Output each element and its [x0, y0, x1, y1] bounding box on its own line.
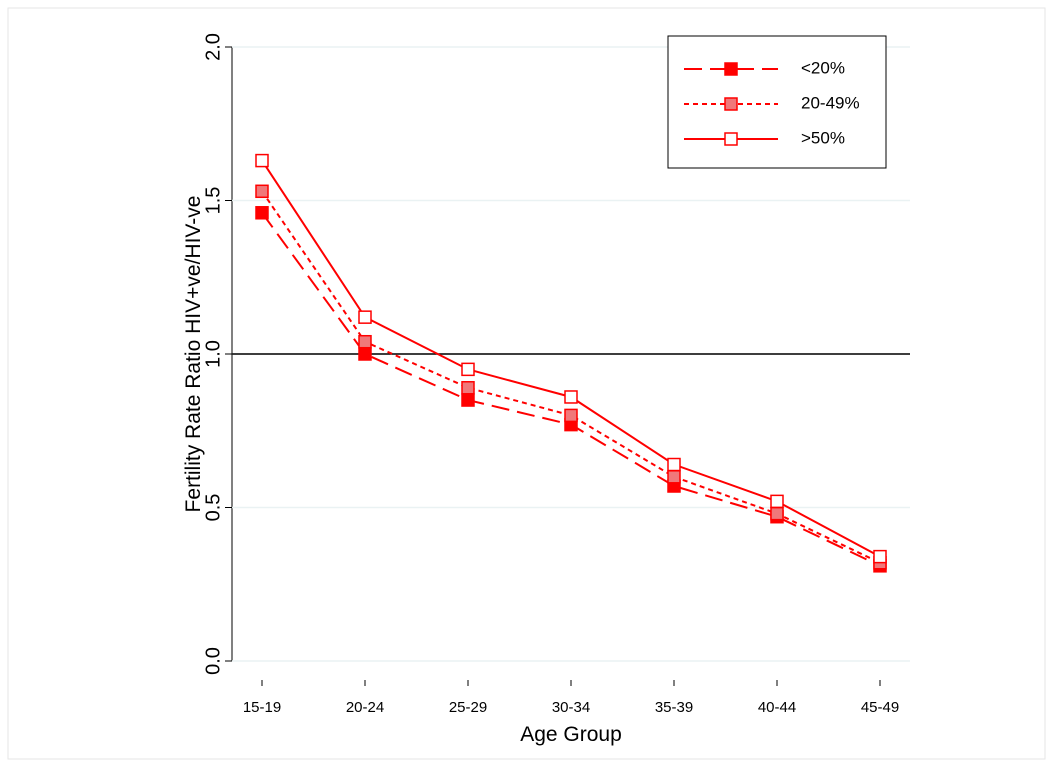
x-tick-label: 20-24 [346, 699, 384, 716]
marker [667, 470, 681, 484]
legend-box [667, 35, 887, 169]
marker [255, 184, 269, 199]
legend-marker [724, 62, 738, 76]
legend-label: <20% [801, 58, 845, 77]
marker [358, 310, 372, 324]
x-tick-label: 15-19 [243, 699, 281, 716]
marker [461, 393, 475, 407]
legend-label: 20-49% [801, 93, 860, 112]
x-tick-label: 35-39 [655, 699, 693, 716]
x-tick-label: 40-44 [758, 699, 796, 716]
y-axis-label: Fertility Rate Ratio HIV+ve/HIV-ve [182, 196, 205, 513]
marker [461, 362, 475, 377]
marker [255, 206, 269, 220]
marker [564, 390, 578, 404]
y-tick-label: 1.0 [202, 340, 224, 368]
x-axis-label: Age Group [520, 723, 622, 746]
marker [667, 457, 681, 472]
x-tick-label: 30-34 [552, 699, 590, 716]
legend-label: >50% [801, 128, 845, 147]
x-tick-label: 45-49 [861, 699, 899, 716]
legend-marker [724, 97, 738, 111]
marker [358, 347, 372, 361]
marker [358, 334, 372, 349]
marker [564, 408, 578, 423]
marker [770, 506, 784, 521]
marker [461, 381, 475, 395]
frame [7, 7, 1046, 760]
marker [770, 494, 784, 509]
y-tick-label: 1.5 [202, 187, 224, 215]
marker [255, 153, 269, 168]
x-tick-label: 25-29 [449, 699, 487, 716]
y-tick-label: 0.0 [202, 647, 224, 675]
y-tick-label: 2.0 [202, 33, 224, 61]
legend-marker [724, 132, 738, 146]
marker [873, 549, 887, 564]
y-tick-label: 0.5 [202, 494, 224, 522]
